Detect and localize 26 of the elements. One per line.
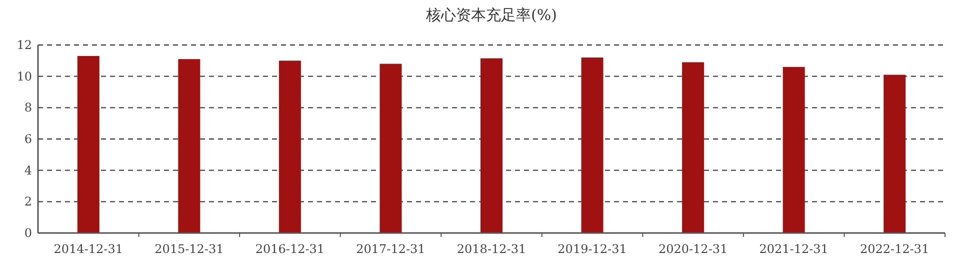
y-tick-label: 4 <box>24 163 32 178</box>
x-tick-label: 2017-12-31 <box>356 242 426 256</box>
y-tick-label: 0 <box>24 226 32 240</box>
y-tick-label: 6 <box>24 132 32 146</box>
bar <box>380 64 402 233</box>
bar <box>782 66 805 233</box>
x-tick-label: 2015-12-31 <box>154 242 224 256</box>
bar <box>77 56 100 233</box>
bar <box>884 74 906 233</box>
y-tick-label: 10 <box>16 69 32 84</box>
x-tick-label: 2018-12-31 <box>456 242 526 256</box>
bar <box>178 59 200 233</box>
x-tick-label: 2016-12-31 <box>255 242 325 256</box>
y-tick-label: 8 <box>24 100 32 115</box>
bar <box>581 58 604 233</box>
y-tick-label: 2 <box>24 194 32 209</box>
x-tick-label: 2021-12-31 <box>759 242 828 256</box>
x-tick-label: 2020-12-31 <box>658 242 728 256</box>
bar <box>278 60 301 233</box>
chart-title: 核心资本充足率(%) <box>425 6 557 24</box>
bar <box>480 58 502 233</box>
x-tick-label: 2014-12-31 <box>54 242 123 256</box>
x-tick-label: 2019-12-31 <box>558 242 627 256</box>
bar <box>682 62 704 233</box>
y-tick-label: 12 <box>16 38 32 52</box>
x-tick-label: 2022-12-31 <box>860 242 930 256</box>
